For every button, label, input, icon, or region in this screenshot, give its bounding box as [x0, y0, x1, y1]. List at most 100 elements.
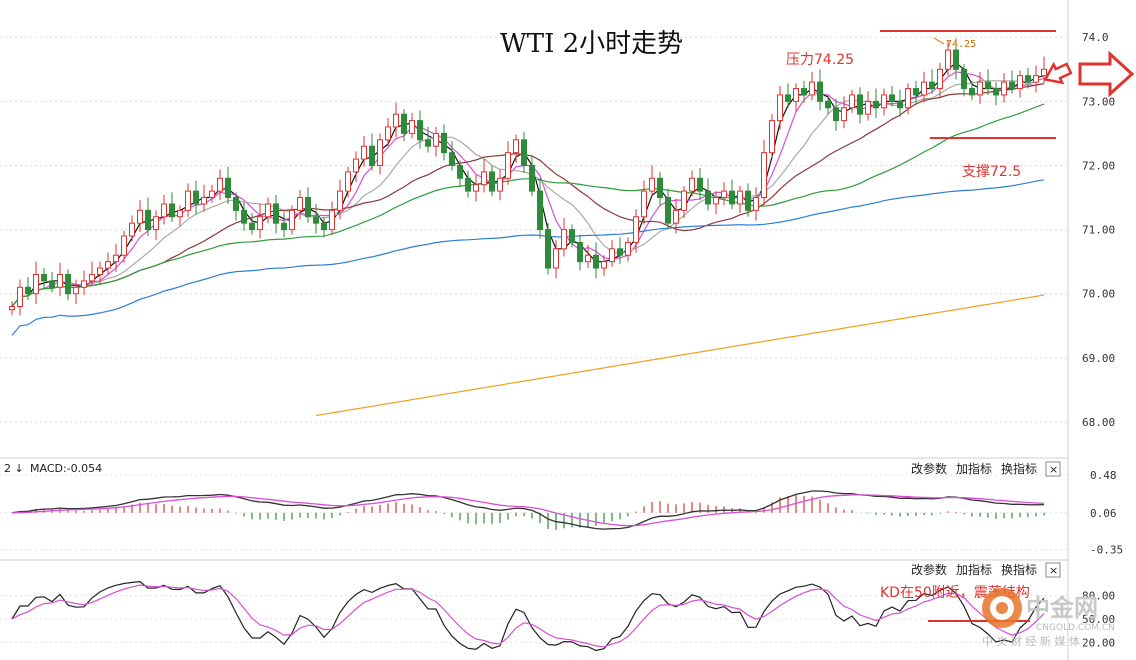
- candle: [873, 88, 879, 119]
- ma-line: [11, 71, 1045, 307]
- candle: [337, 179, 343, 220]
- candle: [305, 187, 311, 224]
- chart-title: WTI 2小时走势: [500, 29, 683, 59]
- candle: [729, 179, 735, 210]
- candle: [649, 165, 655, 197]
- candle: [417, 110, 423, 149]
- candle: [529, 155, 535, 197]
- candle: [57, 262, 63, 297]
- macd-dif-line: [11, 490, 1045, 530]
- candle: [865, 91, 871, 121]
- candle: [849, 89, 855, 113]
- candle: [113, 243, 119, 272]
- macd-dea-line: [11, 494, 1045, 527]
- close-label: ×: [1049, 463, 1058, 476]
- candle: [273, 194, 279, 234]
- candle: [377, 133, 383, 175]
- candle: [89, 261, 95, 287]
- candle: [881, 88, 887, 116]
- candle: [185, 183, 191, 217]
- y-tick-label: 73.00: [1082, 95, 1115, 108]
- candlesticks: [9, 38, 1047, 316]
- candle: [193, 180, 199, 215]
- candle: [553, 239, 559, 279]
- kd-close-label: ×: [1049, 564, 1058, 577]
- candle: [41, 268, 47, 289]
- kd-tick-label: 50.00: [1082, 613, 1115, 626]
- cngold-logo: [982, 588, 1022, 628]
- watermark-url: CNGOLD.COM.CN: [1036, 623, 1115, 633]
- kd-tick-label: 80.00: [1082, 590, 1115, 603]
- close-icon[interactable]: [1045, 461, 1061, 477]
- candle: [1041, 56, 1047, 84]
- high-marker-label: 74.25: [946, 39, 976, 50]
- candle: [641, 180, 647, 225]
- candle: [945, 41, 951, 76]
- candle: [289, 205, 295, 235]
- candle: [465, 170, 471, 198]
- candle: [977, 71, 983, 104]
- candle: [121, 230, 127, 263]
- ma-line: [11, 103, 1045, 307]
- candle: [169, 192, 175, 222]
- switch-indicator-button[interactable]: 换指标: [1001, 461, 1037, 476]
- candle: [905, 83, 911, 115]
- moving-averages: [11, 62, 1045, 417]
- candle: [745, 183, 751, 217]
- candle: [833, 98, 839, 131]
- candle: [577, 234, 583, 271]
- candle: [345, 166, 351, 198]
- candle: [361, 135, 367, 167]
- candle: [25, 277, 31, 301]
- candle: [145, 197, 151, 236]
- candle: [209, 184, 215, 203]
- candle: [369, 133, 375, 171]
- candle: [257, 203, 263, 239]
- candle: [297, 189, 303, 220]
- y-tick-label: 69.00: [1082, 352, 1115, 365]
- kd-grid: [0, 595, 1068, 643]
- add-indicator-button[interactable]: 加指标: [956, 461, 992, 476]
- candle: [817, 69, 823, 111]
- candle: [17, 279, 23, 316]
- candle: [137, 200, 143, 233]
- candle: [825, 94, 831, 115]
- candle: [585, 244, 591, 269]
- candle: [617, 237, 623, 265]
- kd-switch-indicator-button[interactable]: 换指标: [1001, 562, 1037, 577]
- candle: [969, 80, 975, 101]
- macd-prefix: 2 ↓: [4, 462, 24, 475]
- candle: [353, 151, 359, 183]
- y-tick-label: 74.0: [1082, 31, 1109, 44]
- candle: [681, 185, 687, 219]
- kd-y-axis: 80.00 50.00 20.00: [1082, 590, 1115, 650]
- candle: [985, 69, 991, 95]
- y-tick-label: 70.00: [1082, 288, 1115, 301]
- high-marker-pointer: [933, 37, 945, 45]
- candle: [569, 224, 575, 248]
- candle: [537, 178, 543, 239]
- y-tick-label: 71.00: [1082, 224, 1115, 237]
- candle: [321, 216, 327, 238]
- candle: [233, 192, 239, 221]
- kd-d-line: [11, 584, 1045, 648]
- candle: [625, 237, 631, 262]
- candle: [705, 178, 711, 211]
- candle: [961, 64, 967, 97]
- candle: [153, 210, 159, 240]
- candle: [721, 182, 727, 206]
- candle: [665, 188, 671, 230]
- candle: [897, 89, 903, 117]
- candle: [689, 170, 695, 197]
- arrow-icon-large: [1078, 50, 1135, 98]
- candle: [241, 202, 247, 231]
- change-params-button[interactable]: 改参数: [911, 461, 947, 476]
- kd-add-indicator-button[interactable]: 加指标: [956, 562, 992, 577]
- candle: [1033, 65, 1039, 93]
- candle: [889, 85, 895, 107]
- candle: [97, 261, 103, 284]
- candle: [65, 269, 71, 301]
- candle: [425, 127, 431, 153]
- kd-change-params-button[interactable]: 改参数: [911, 562, 947, 577]
- kd-close-icon[interactable]: [1045, 562, 1061, 578]
